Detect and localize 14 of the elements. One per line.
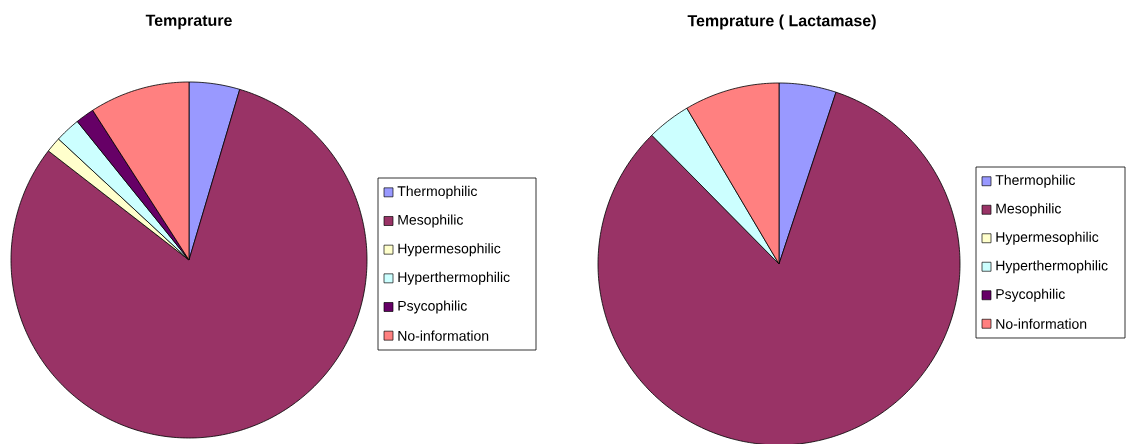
legend-label: Thermophilic bbox=[995, 174, 1076, 188]
legend-label: Hypermesophilic bbox=[398, 243, 501, 257]
legend-label: Mesophilic bbox=[996, 203, 1062, 217]
chart-title: Temprature bbox=[145, 14, 232, 30]
legend-label: Hyperthermophilic bbox=[996, 260, 1108, 274]
legend-label: Hypermesophilic bbox=[996, 231, 1099, 245]
chart-title: Temprature ( Lactamase) bbox=[687, 14, 876, 30]
legend-label: No-information bbox=[996, 318, 1087, 329]
legend-label: Thermophilic bbox=[397, 185, 478, 199]
legend-label: Mesophilic bbox=[398, 214, 464, 228]
legend-label: Psycophilic bbox=[996, 288, 1065, 302]
legend-label: Psycophilic bbox=[398, 300, 467, 314]
legend-label: Hyperthermophilic bbox=[398, 271, 510, 285]
legend-label: No-information bbox=[398, 330, 489, 341]
